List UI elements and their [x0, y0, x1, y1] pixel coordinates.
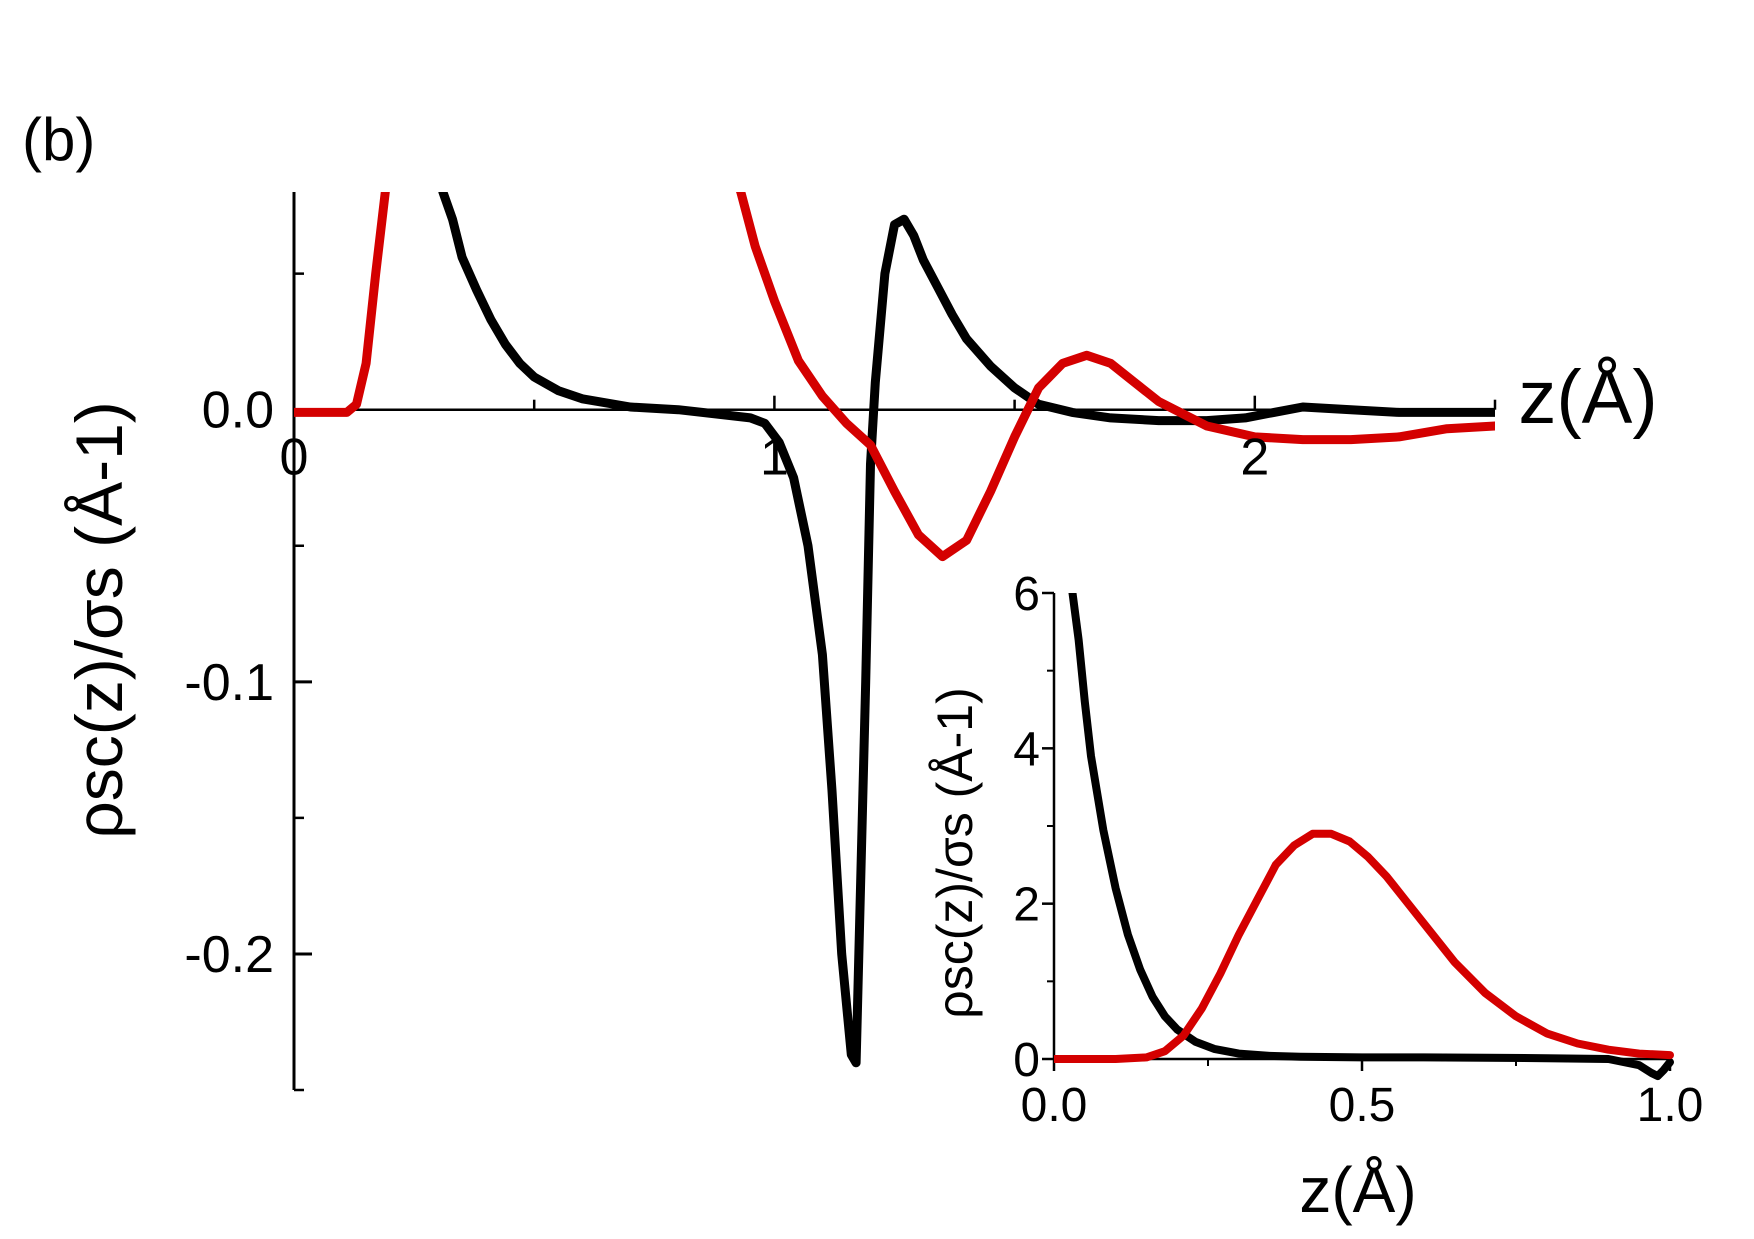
inset-series [1054, 593, 1674, 1081]
inset-y-tick-label: 6 [1013, 568, 1040, 621]
inset-y-tick-label: 0 [1013, 1034, 1040, 1087]
inset-series-line-red [1054, 829, 1674, 1063]
inset-x-tick-label: 0.5 [1329, 1079, 1396, 1132]
panel-label: (b) [22, 106, 95, 173]
main-series-line-black [438, 192, 1495, 1068]
main-chart: 0.0 -0.1 -0.2 0 1 2 z(Å) ρsc(z)/σs (Å-1) [62, 192, 1658, 1092]
inset-y-tick-label: 4 [1013, 723, 1040, 776]
inset-y-tick-label: 2 [1013, 879, 1040, 932]
inset-tick-labels: 0 2 4 6 0.0 0.5 1.0 [1013, 568, 1703, 1132]
main-series [294, 192, 1495, 1068]
main-y-tick-label: -0.1 [184, 654, 274, 712]
inset-axes [1042, 589, 1674, 1071]
inset-background [1052, 589, 1674, 1065]
main-series-line-red [294, 192, 1495, 562]
inset-x-axis-label: z(Å) [1299, 1154, 1416, 1226]
main-y-tick-label: -0.2 [184, 926, 274, 984]
inset-series-line-black [1068, 593, 1674, 1081]
main-tick-labels: 0.0 -0.1 -0.2 0 1 2 [184, 382, 1269, 984]
main-y-tick-label: 0.0 [202, 382, 274, 440]
inset-x-tick-label: 0.0 [1021, 1079, 1088, 1132]
main-x-tick-label: 2 [1240, 429, 1269, 487]
inset-y-axis-label: ρsc(z)/σs (Å-1) [927, 687, 983, 1019]
main-y-axis-label: ρsc(z)/σs (Å-1) [62, 401, 136, 839]
main-x-axis-label: z(Å) [1518, 355, 1657, 440]
main-x-tick-label: 0 [280, 429, 309, 487]
inset-chart: 0 2 4 6 0.0 0.5 1.0 z(Å) ρsc(z)/σs (Å-1) [927, 568, 1703, 1226]
main-x-tick-label: 1 [760, 429, 789, 487]
inset-x-tick-label: 1.0 [1637, 1079, 1704, 1132]
